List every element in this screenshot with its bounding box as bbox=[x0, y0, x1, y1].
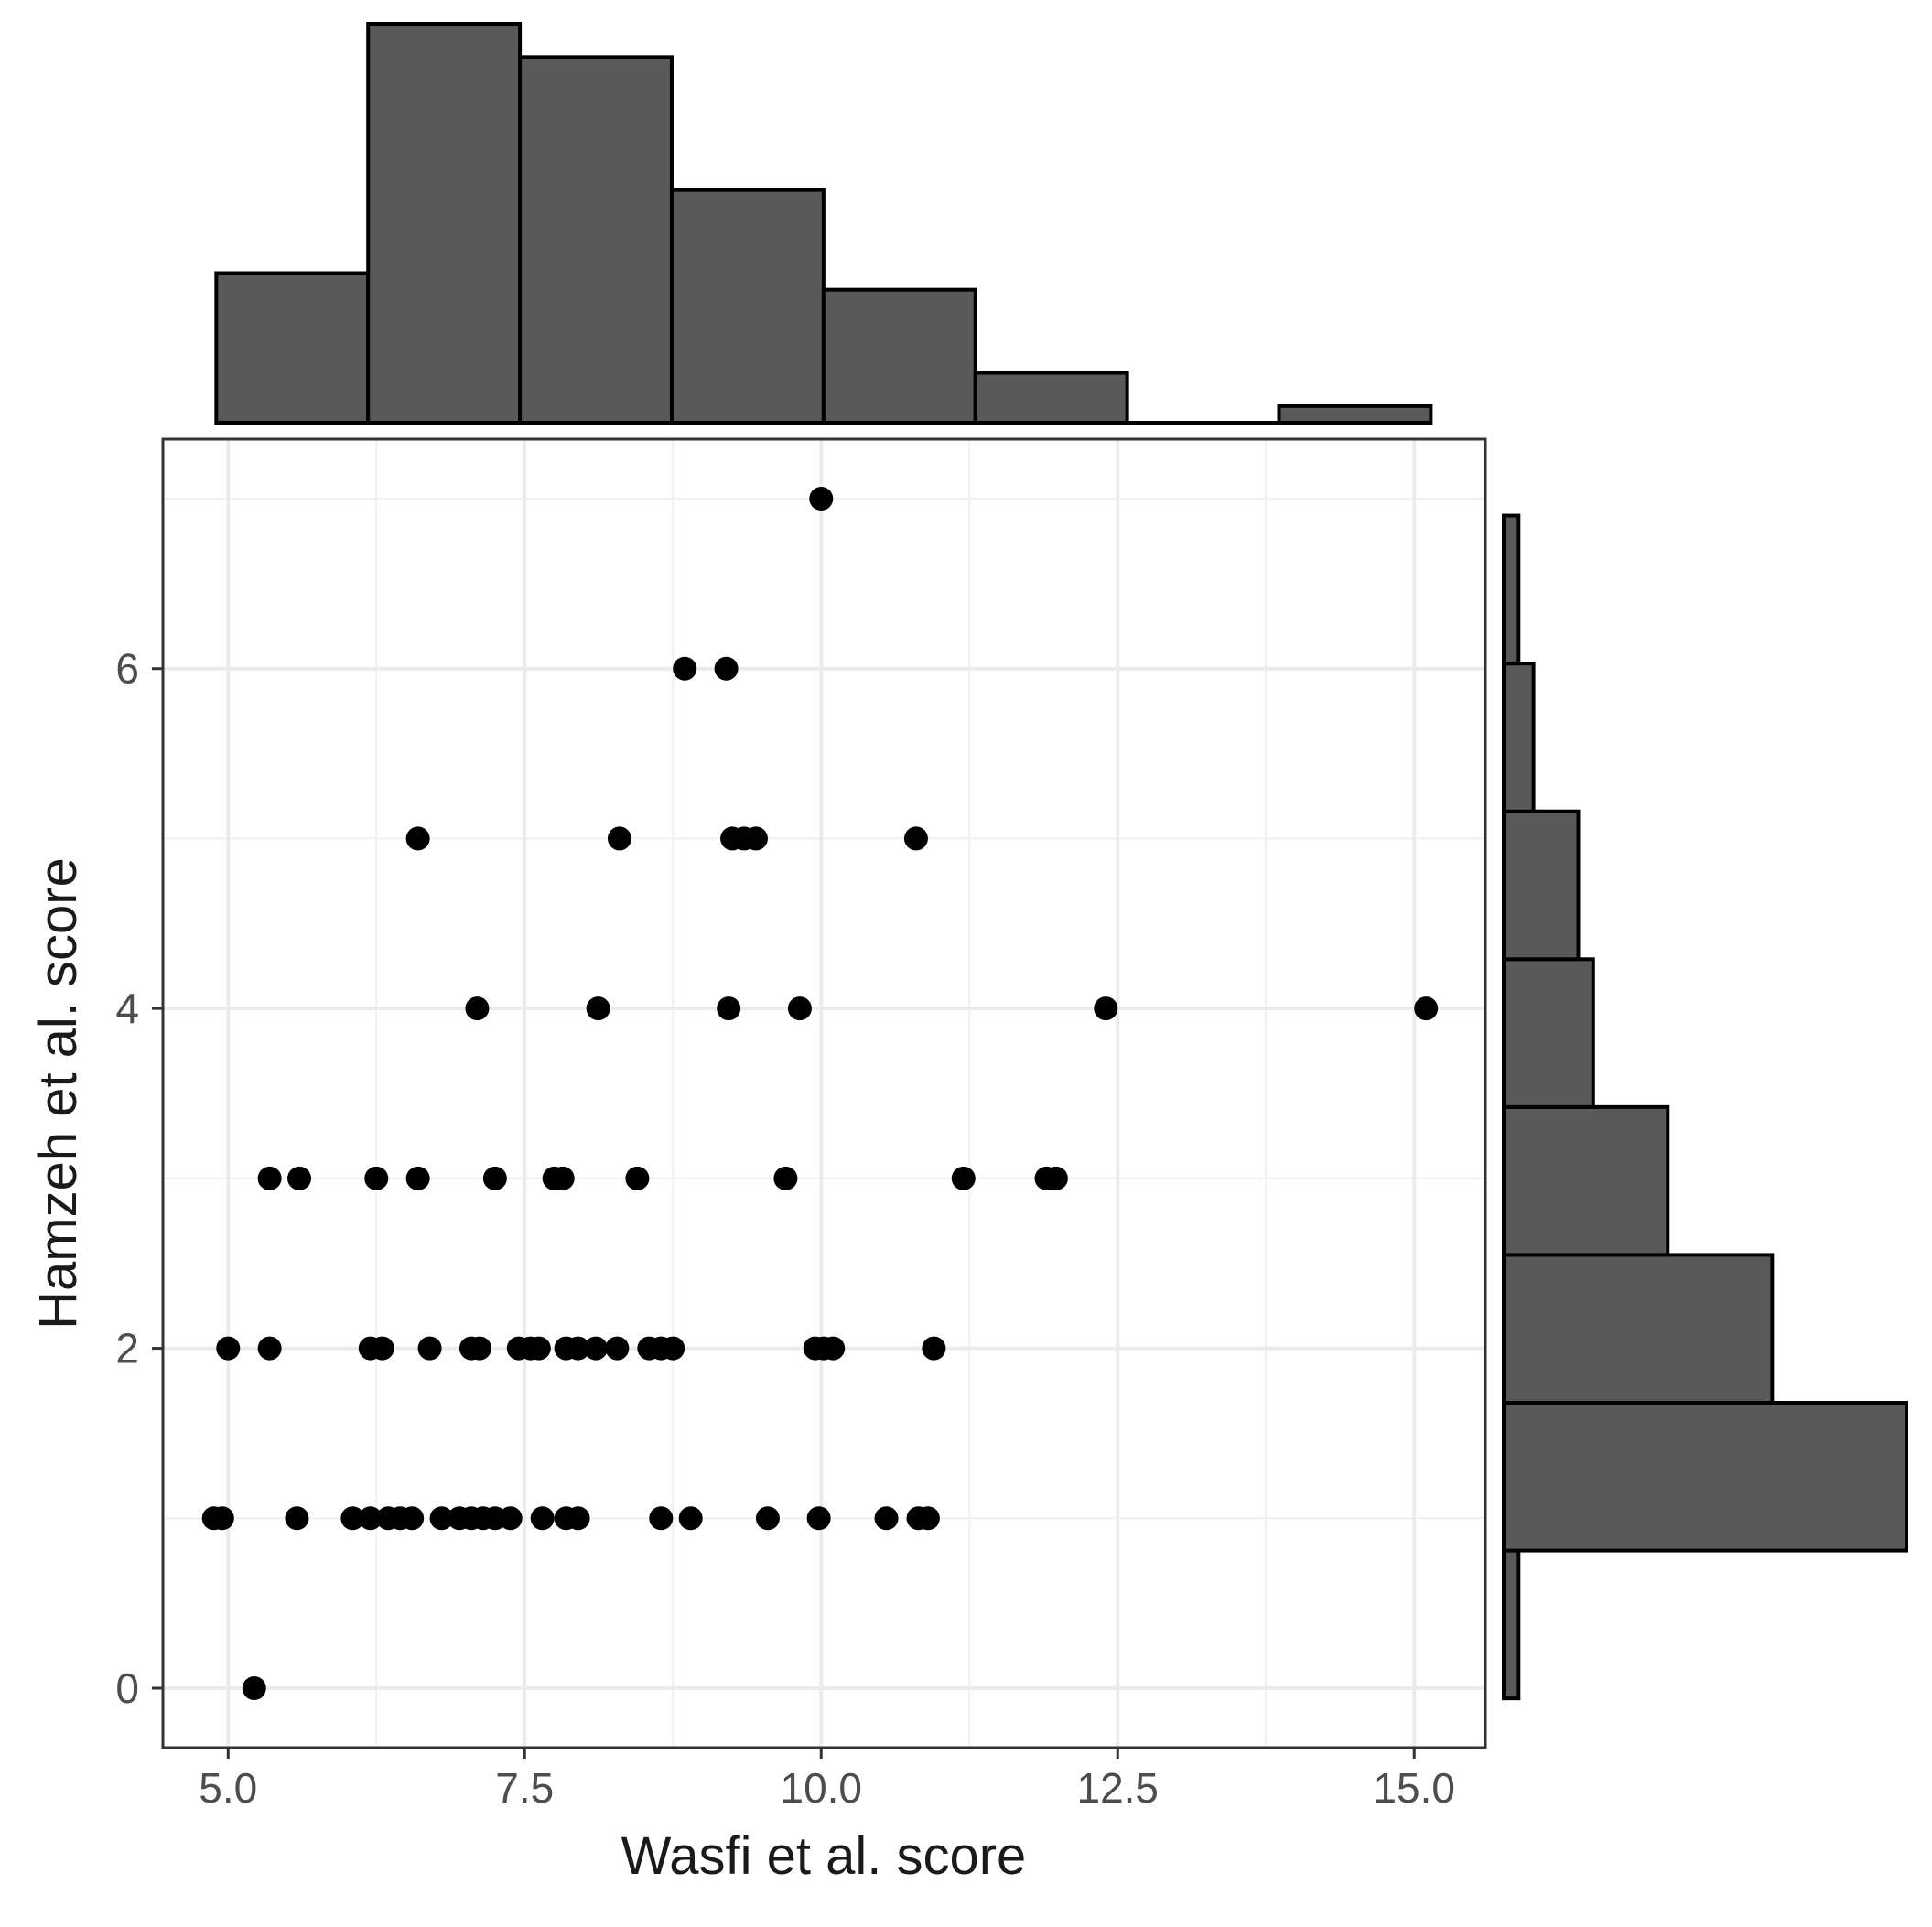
scatter-point bbox=[216, 1336, 241, 1361]
right-histogram-bar bbox=[1502, 1401, 1908, 1553]
scatter-point bbox=[821, 1336, 846, 1361]
scatter-point bbox=[257, 1336, 282, 1361]
top-histogram-bar bbox=[973, 371, 1129, 425]
scatter-point bbox=[429, 1506, 454, 1531]
top-histogram-bar bbox=[1277, 404, 1433, 425]
scatter-point bbox=[586, 996, 610, 1021]
scatter-point bbox=[915, 1506, 940, 1531]
scatter-point bbox=[661, 1336, 685, 1361]
scatter-point bbox=[584, 1336, 609, 1361]
right-histogram-bar bbox=[1502, 1253, 1775, 1405]
scatter-point bbox=[566, 1506, 590, 1531]
right-histogram-bar bbox=[1502, 513, 1521, 666]
x-tick-label: 7.5 bbox=[495, 1764, 554, 1812]
y-axis-title: Hamzeh et al. score bbox=[28, 857, 88, 1330]
scatter-point bbox=[210, 1506, 234, 1531]
x-tick-label: 5.0 bbox=[199, 1764, 257, 1812]
scatter-point bbox=[605, 1336, 630, 1361]
scatter-point bbox=[773, 1166, 798, 1190]
top-histogram-bar bbox=[518, 55, 674, 425]
scatter-points bbox=[201, 487, 1439, 1700]
x-axis-ticks: 5.0 7.5 10.0 12.5 15.0 bbox=[199, 1748, 1455, 1812]
scatter-point bbox=[1043, 1166, 1068, 1190]
x-axis-title: Wasfi et al. score bbox=[621, 1826, 1027, 1886]
scatter-point bbox=[257, 1166, 282, 1190]
x-tick-label: 12.5 bbox=[1076, 1764, 1159, 1812]
scatter-point bbox=[340, 1506, 365, 1531]
top-histogram-bar bbox=[214, 271, 371, 425]
scatter-point bbox=[285, 1506, 309, 1531]
right-histogram-bar bbox=[1502, 957, 1595, 1109]
scatter-point bbox=[482, 1166, 507, 1190]
scatter-point bbox=[743, 826, 768, 851]
scatter-point bbox=[625, 1166, 650, 1190]
scatter-point bbox=[526, 1336, 551, 1361]
scatter-point bbox=[550, 1166, 575, 1190]
scatter-point bbox=[607, 826, 631, 851]
scatter-point bbox=[809, 487, 834, 511]
scatter-point bbox=[755, 1506, 780, 1531]
plot-panel-background bbox=[163, 439, 1485, 1748]
top-histogram-bar bbox=[669, 188, 826, 425]
scatter-point bbox=[370, 1336, 394, 1361]
scatter-point bbox=[1094, 996, 1118, 1021]
scatter-point bbox=[673, 656, 697, 681]
plot-panel-border bbox=[161, 437, 1487, 1749]
scatter-point bbox=[364, 1166, 389, 1190]
scatter-point bbox=[498, 1506, 523, 1531]
y-tick-label: 6 bbox=[115, 645, 139, 693]
scatter-point bbox=[358, 1506, 383, 1531]
top-histogram-bar bbox=[366, 22, 523, 425]
scatter-point bbox=[530, 1506, 555, 1531]
y-axis-ticks: 0 2 4 6 bbox=[115, 645, 163, 1712]
right-histogram-bar bbox=[1502, 1104, 1670, 1257]
scatter-point bbox=[242, 1676, 266, 1700]
y-tick-label: 2 bbox=[115, 1325, 139, 1373]
scatter-point bbox=[468, 1336, 492, 1361]
x-tick-label: 10.0 bbox=[780, 1764, 862, 1812]
scatter-point bbox=[678, 1506, 703, 1531]
scatter-point bbox=[400, 1506, 425, 1531]
right-histogram-bar bbox=[1502, 809, 1581, 962]
scatter-point bbox=[806, 1506, 831, 1531]
scatter-point bbox=[287, 1166, 312, 1190]
scatter-point bbox=[922, 1336, 946, 1361]
top-histogram-bar bbox=[821, 287, 977, 425]
scatter-point bbox=[1414, 996, 1439, 1021]
scatter-point bbox=[787, 996, 812, 1021]
scatter-point bbox=[405, 1166, 430, 1190]
scatter-point bbox=[405, 826, 430, 851]
scatter-point bbox=[874, 1506, 899, 1531]
right-histogram-bar bbox=[1502, 662, 1536, 813]
scatter-point bbox=[903, 826, 928, 851]
scatter-point bbox=[417, 1336, 442, 1361]
top-histogram bbox=[214, 22, 1433, 425]
scatter-point bbox=[465, 996, 490, 1021]
scatter-point bbox=[714, 656, 739, 681]
x-tick-label: 15.0 bbox=[1373, 1764, 1455, 1812]
scatter-point bbox=[951, 1166, 976, 1190]
y-tick-label: 4 bbox=[115, 985, 139, 1032]
y-tick-label: 0 bbox=[115, 1664, 139, 1712]
right-histogram bbox=[1502, 513, 1908, 1701]
scatter-point bbox=[717, 996, 741, 1021]
right-histogram-bar bbox=[1502, 1548, 1521, 1701]
scatter-point bbox=[649, 1506, 674, 1531]
scatter-point bbox=[566, 1336, 590, 1361]
